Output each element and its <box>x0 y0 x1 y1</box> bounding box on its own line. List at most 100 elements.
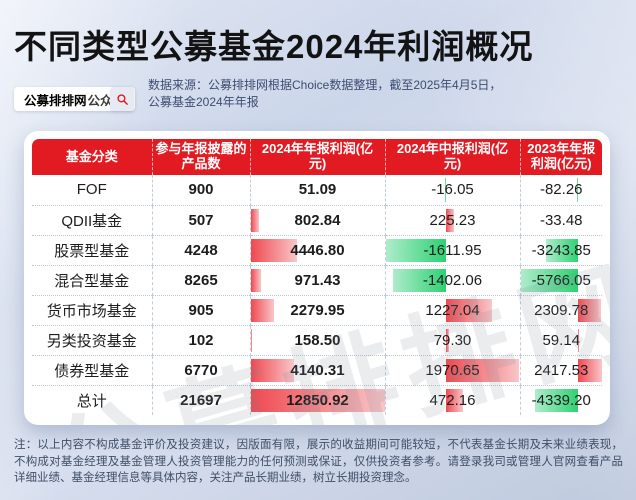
cell-value: 1227.04 <box>425 301 480 319</box>
profit-cell: 4446.80 <box>250 235 386 266</box>
column-header: 2023年年报利润(亿元) <box>520 139 602 175</box>
data-bar <box>577 178 578 202</box>
column-header: 基金分类 <box>32 139 153 175</box>
cell-value: 59.14 <box>542 331 581 349</box>
profit-cell: 1227.04 <box>385 295 521 326</box>
disclaimer-note: 注：以上内容不构成基金评价及投资建议，因版面有限，展示的收益期间可能较短，不代表… <box>14 439 623 484</box>
data-source-line1: 数据来源：公募排排网根据Choice数据整理，截至2025年4月5日， <box>148 78 502 92</box>
product-count-cell: 905 <box>152 295 251 326</box>
profit-cell: 2309.78 <box>520 295 602 326</box>
cell-value: 802.84 <box>294 211 341 229</box>
category-cell: 总计 <box>32 385 153 415</box>
table-row: 另类投资基金 102 158.50 79.30 59.14 <box>32 325 602 356</box>
table-row: 货币市场基金 905 2279.95 1227.04 2309.78 <box>32 295 602 326</box>
cell-value: 79.30 <box>433 331 472 349</box>
cell-value: 2417.53 <box>534 361 589 379</box>
profit-cell: -82.26 <box>520 175 602 206</box>
category-cell: 货币市场基金 <box>32 295 153 326</box>
column-header: 2024年年报利润(亿元) <box>250 139 386 175</box>
data-bar <box>250 178 252 202</box>
profit-cell: -4339.20 <box>520 385 602 415</box>
profit-cell: -3243.85 <box>520 235 602 266</box>
cell-value: 12850.92 <box>286 391 349 409</box>
profit-cell: -33.48 <box>520 205 602 236</box>
data-bar <box>445 388 464 412</box>
table-row: 股票型基金 4248 4446.80 -1611.95 -3243.85 <box>32 235 602 266</box>
table-card: 基金分类 参与年报披露的产品数 2024年年报利润(亿元) 2024年中报利润(亿元)… <box>24 131 610 425</box>
data-source: 数据来源：公募排排网根据Choice数据整理，截至2025年4月5日， 公募基金… <box>148 77 548 111</box>
category-cell: QDII基金 <box>32 205 153 236</box>
profit-cell: -5766.05 <box>520 265 602 296</box>
data-bar <box>445 178 446 202</box>
fund-profit-table: 基金分类 参与年报披露的产品数 2024年年报利润(亿元) 2024年中报利润(亿元)… <box>32 139 602 415</box>
header-row: 基金分类 参与年报披露的产品数 2024年年报利润(亿元) 2024年中报利润(亿元)… <box>32 139 602 175</box>
data-bar <box>445 208 455 232</box>
data-bar <box>393 268 446 292</box>
product-count-cell: 6770 <box>152 355 251 386</box>
cell-value: 158.50 <box>294 331 341 349</box>
profit-cell: 2417.53 <box>520 355 602 386</box>
brand-name: 公募排排网 <box>24 93 87 108</box>
profit-cell: 4140.31 <box>250 355 386 386</box>
cell-value: -33.48 <box>539 211 583 229</box>
table-row: FOF 900 51.09 -16.05 -82.26 <box>32 175 602 206</box>
data-bar <box>250 388 384 412</box>
cell-value: 2279.95 <box>290 301 345 319</box>
profit-cell: 12850.92 <box>250 385 386 415</box>
data-bar <box>445 298 492 322</box>
category-cell: 股票型基金 <box>32 235 153 266</box>
profit-cell: -1611.95 <box>385 235 521 266</box>
cell-value: -16.05 <box>431 181 474 199</box>
product-count-cell: 102 <box>152 325 251 356</box>
data-bar <box>250 358 294 382</box>
profit-cell: 59.14 <box>520 325 602 356</box>
category-cell: 债券型基金 <box>32 355 153 386</box>
data-bar <box>445 358 519 382</box>
cell-value: -1402.06 <box>422 271 483 289</box>
data-bar <box>520 268 578 292</box>
cell-value: -82.26 <box>539 181 583 199</box>
table-row: 总计 21697 12850.92 472.16 -4339.20 <box>32 385 602 415</box>
data-bar <box>534 388 578 412</box>
data-bar <box>250 268 261 292</box>
cell-value: 1970.65 <box>425 361 480 379</box>
profit-cell: 472.16 <box>385 385 521 415</box>
cell-value: 51.09 <box>298 181 337 199</box>
category-cell: FOF <box>32 175 153 206</box>
profit-cell: -1402.06 <box>385 265 521 296</box>
profit-cell: 2279.95 <box>250 295 386 326</box>
data-source-line2: 公募基金2024年年报 <box>148 95 259 109</box>
profit-cell: 802.84 <box>250 205 386 236</box>
column-header: 2024年中报利润(亿元) <box>385 139 521 175</box>
profit-cell: 1970.65 <box>385 355 521 386</box>
table-row: QDII基金 507 802.84 225.23 -33.48 <box>32 205 602 236</box>
data-bar <box>577 328 579 352</box>
profit-cell: 51.09 <box>250 175 386 206</box>
product-count-cell: 8265 <box>152 265 251 296</box>
product-count-cell: 21697 <box>152 385 251 415</box>
data-bar <box>577 358 602 382</box>
cell-value: -4339.20 <box>531 391 591 409</box>
cell-value: 971.43 <box>294 271 341 289</box>
product-count-cell: 4248 <box>152 235 251 266</box>
data-bar <box>250 328 253 352</box>
search-button[interactable] <box>110 87 134 111</box>
table-row: 混合型基金 8265 971.43 -1402.06 -5766.05 <box>32 265 602 296</box>
profit-cell: 79.30 <box>385 325 521 356</box>
cell-value: -1611.95 <box>423 241 482 259</box>
cell-value: -5766.05 <box>531 271 591 289</box>
profit-cell: 225.23 <box>385 205 521 236</box>
column-header: 参与年报披露的产品数 <box>152 139 251 175</box>
data-bar <box>250 298 275 322</box>
cell-value: 4140.31 <box>290 361 345 379</box>
cell-value: 2309.78 <box>534 301 589 319</box>
data-bar <box>445 328 449 352</box>
data-bar <box>250 238 297 262</box>
cell-value: 4446.80 <box>290 241 345 259</box>
cell-value: 225.23 <box>429 211 476 229</box>
table-row: 债券型基金 6770 4140.31 1970.65 2417.53 <box>32 355 602 386</box>
data-bar <box>577 298 601 322</box>
profit-cell: -16.05 <box>385 175 521 206</box>
cell-value: 472.16 <box>429 391 476 409</box>
